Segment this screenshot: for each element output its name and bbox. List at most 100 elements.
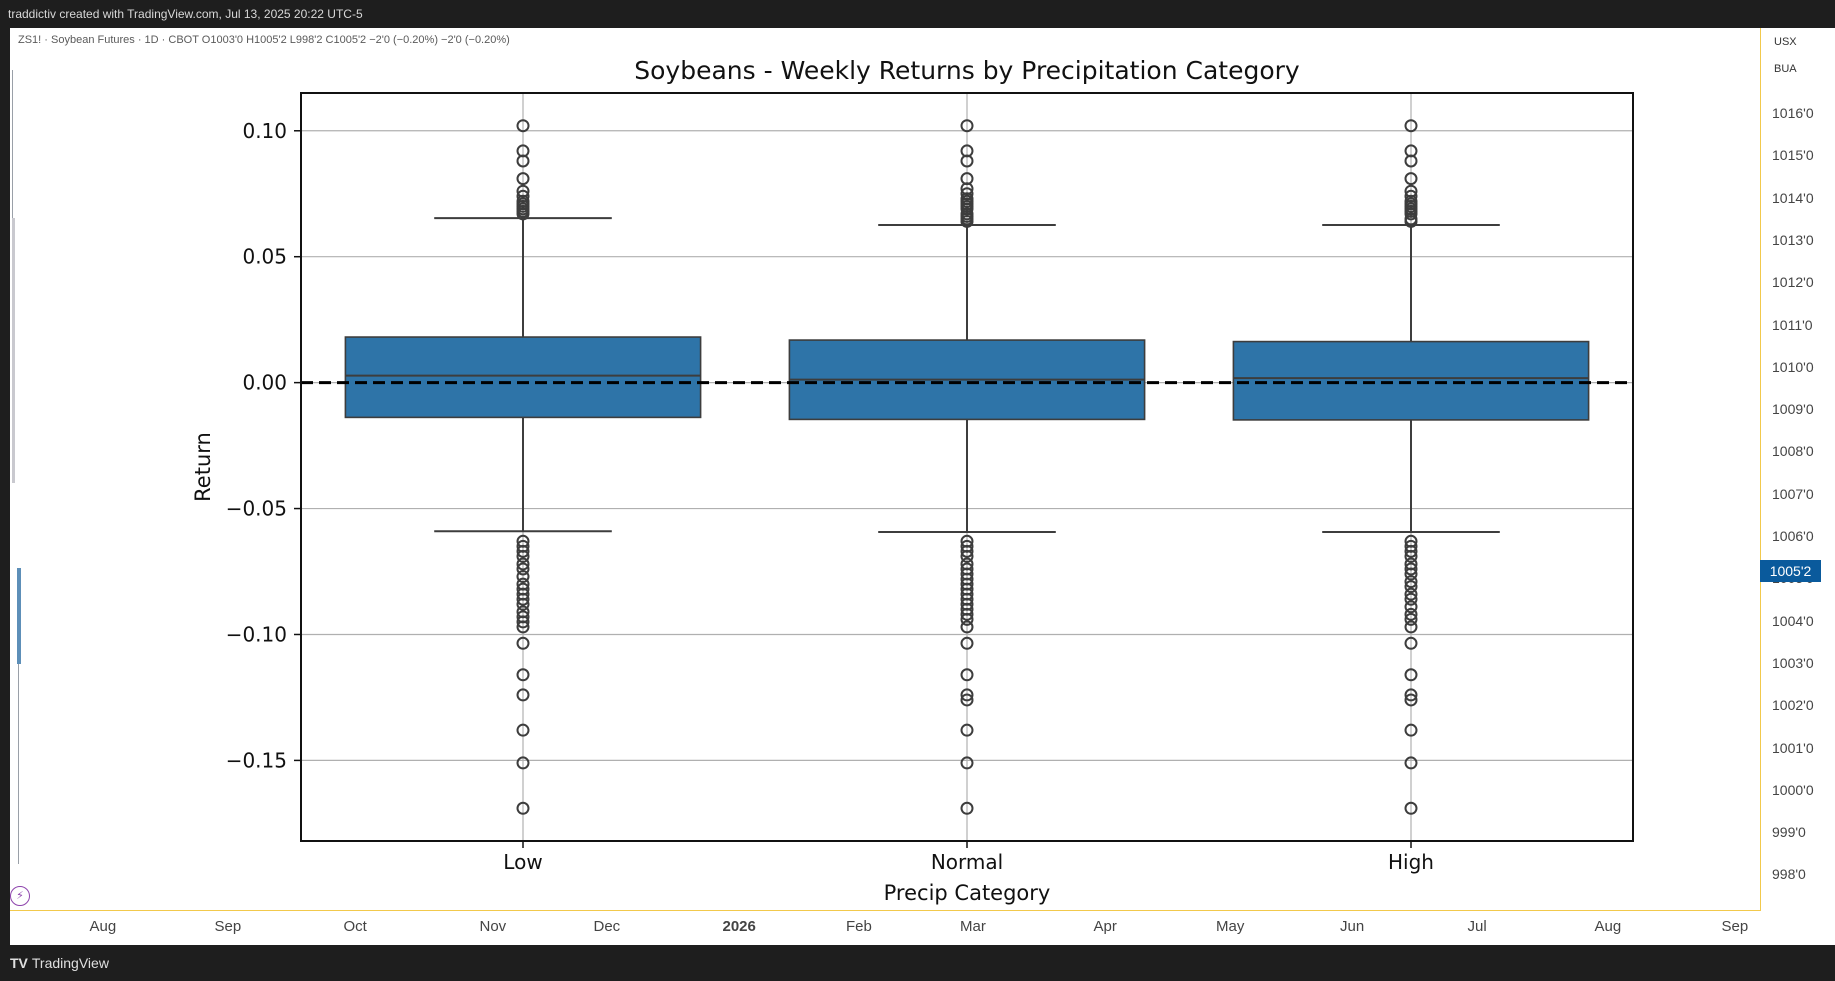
outlier-point	[960, 119, 974, 133]
price-axis[interactable]	[1760, 28, 1835, 945]
outlier-point	[1404, 688, 1418, 702]
y-tick-label: −0.05	[226, 497, 287, 521]
outlier-point	[1404, 693, 1418, 707]
outlier-point	[1404, 801, 1418, 815]
time-tick: Oct	[343, 918, 367, 935]
price-tick: 1015'0	[1772, 147, 1814, 164]
price-tick: 1012'0	[1772, 274, 1814, 291]
price-tick: 998'0	[1772, 866, 1806, 883]
time-tick: Dec	[593, 918, 621, 935]
outlier-point	[1404, 562, 1418, 576]
outlier-point	[516, 636, 530, 650]
outlier-point	[516, 119, 530, 133]
time-tick: Sep	[1721, 918, 1749, 935]
y-tick-label: −0.10	[226, 622, 287, 646]
outlier-point	[1404, 592, 1418, 606]
outlier-point	[516, 549, 530, 563]
time-tick: 2026	[722, 918, 756, 935]
y-tick-label: −0.15	[226, 748, 287, 772]
outlier-point	[1404, 620, 1418, 634]
y-tick-label: 0.00	[242, 371, 287, 395]
outlier-point	[960, 688, 974, 702]
outlier-point	[516, 597, 530, 611]
time-axis[interactable]	[10, 910, 1761, 946]
price-tick: 1007'0	[1772, 485, 1814, 502]
outlier-point	[1404, 636, 1418, 650]
brand-name: TradingView	[31, 955, 109, 971]
outlier-point	[1404, 549, 1418, 563]
price-tick: 1003'0	[1772, 654, 1814, 671]
price-tick: 1004'0	[1772, 612, 1814, 629]
outlier-point	[516, 668, 530, 682]
outlier-point	[516, 615, 530, 629]
y-tick-label: 0.10	[242, 119, 287, 143]
outlier-point	[960, 668, 974, 682]
y-axis-label: Return	[191, 432, 215, 502]
outlier-point	[516, 620, 530, 634]
outlier-point	[1404, 756, 1418, 770]
footer-bar: TV TradingView	[0, 945, 1835, 981]
outlier-point	[1404, 207, 1418, 221]
lightning-icon[interactable]: ⚡	[10, 886, 30, 906]
outlier-point	[516, 544, 530, 558]
outlier-point	[516, 570, 530, 584]
price-tick: 1016'0	[1772, 105, 1814, 121]
box-high	[1232, 340, 1590, 421]
time-tick: Jul	[1467, 918, 1487, 935]
outlier-point	[1404, 668, 1418, 682]
price-tick: 1001'0	[1772, 739, 1814, 756]
outlier-point	[1404, 723, 1418, 737]
currency-unit-label: USX	[1774, 36, 1797, 48]
outlier-point	[1404, 600, 1418, 614]
outlier-point	[960, 756, 974, 770]
outlier-point	[1404, 567, 1418, 581]
symbol-info: ZS1! · Soybean Futures · 1D · CBOT O1003…	[18, 34, 510, 46]
price-tick: 1000'0	[1772, 781, 1814, 798]
outlier-point	[1404, 544, 1418, 558]
outlier-point	[516, 154, 530, 168]
left-strip-bar-gray	[12, 218, 15, 483]
price-tick: 1011'0	[1772, 316, 1813, 333]
outlier-point	[960, 801, 974, 815]
x-tick-label: High	[1388, 850, 1434, 874]
tradingview-brand[interactable]: TV TradingView	[10, 955, 109, 971]
outlier-point	[516, 562, 530, 576]
price-tick: 1008'0	[1772, 443, 1814, 460]
left-strip-line-bottom	[18, 664, 19, 864]
outlier-point	[960, 544, 974, 558]
outlier-point	[1404, 214, 1418, 228]
outlier-point	[1404, 154, 1418, 168]
outlier-point	[960, 612, 974, 626]
outlier-point	[960, 636, 974, 650]
time-tick: Apr	[1093, 918, 1117, 935]
outlier-point	[960, 620, 974, 634]
price-tick: 1006'0	[1772, 528, 1814, 544]
x-axis-label: Precip Category	[884, 881, 1051, 905]
time-tick: May	[1216, 918, 1245, 935]
outlier-point	[516, 801, 530, 815]
x-tick-label: Normal	[931, 850, 1003, 874]
outlier-point	[1404, 587, 1418, 601]
outlier-point	[960, 154, 974, 168]
price-tick: 1009'0	[1772, 401, 1814, 418]
outlier-point	[960, 693, 974, 707]
price-tick: 1014'0	[1772, 189, 1814, 206]
outlier-point	[516, 207, 530, 221]
outlier-point	[1404, 172, 1418, 186]
outlier-point	[1404, 575, 1418, 589]
left-strip-line-top	[12, 70, 13, 220]
outlier-point	[1404, 580, 1418, 594]
outlier-point	[960, 549, 974, 563]
chart-title: Soybeans - Weekly Returns by Precipitati…	[634, 56, 1300, 85]
time-tick: Nov	[479, 918, 507, 935]
current-price-badge: 1005'2	[1760, 560, 1821, 582]
snapshot-header-text: traddictiv created with TradingView.com,…	[8, 7, 363, 21]
outlier-point	[1404, 119, 1418, 133]
box-low	[344, 336, 702, 419]
outlier-point	[1404, 607, 1418, 621]
outlier-point	[960, 607, 974, 621]
left-strip-bar-blue	[17, 568, 21, 664]
price-tick: 1010'0	[1772, 358, 1814, 375]
price-tick: 1013'0	[1772, 231, 1814, 248]
